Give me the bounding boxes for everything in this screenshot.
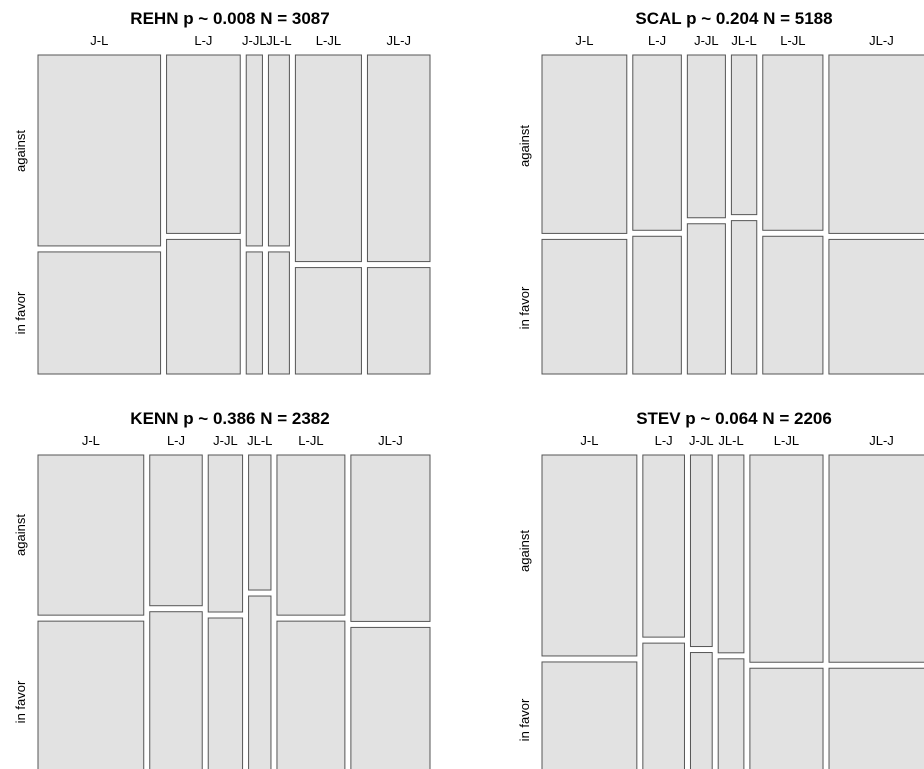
tile-l-j-in-favor <box>166 238 241 375</box>
tile-l-jl-against <box>762 54 824 231</box>
mosaic-panel-stev: STEV p ~ 0.064 N = 2206 against in favor… <box>517 409 924 769</box>
tile-l-jl-against <box>276 454 346 616</box>
column-label-jl-l: JL-L <box>247 433 272 448</box>
tile-l-j-against <box>166 54 241 234</box>
tile-j-jl-in-favor <box>689 652 713 769</box>
tile-jl-j-against <box>366 54 431 263</box>
tile-jl-l-in-favor <box>248 595 272 769</box>
column-label-jl-j: JL-J <box>386 33 411 48</box>
column-label-l-jl: L-JL <box>774 433 799 448</box>
tile-l-jl-in-favor <box>276 620 346 769</box>
tile-jl-j-in-favor <box>366 267 431 375</box>
column-label-jl-l: JL-L <box>266 33 291 48</box>
column-label-jl-l: JL-L <box>718 433 743 448</box>
tile-jl-l-against <box>717 454 745 654</box>
column-label-l-j: L-J <box>167 433 185 448</box>
column-label-j-jl: J-JL <box>689 433 714 448</box>
tile-l-j-in-favor <box>632 235 682 375</box>
row-label-in-favor: in favor <box>13 291 28 334</box>
mosaic-panel-rehn: REHN p ~ 0.008 N = 3087 against in favor… <box>13 9 431 375</box>
row-label-in-favor: in favor <box>517 698 532 741</box>
panel-title: REHN p ~ 0.008 N = 3087 <box>130 9 329 28</box>
mosaic-panel-kenn: KENN p ~ 0.386 N = 2382 against in favor… <box>13 409 431 769</box>
row-label-in-favor: in favor <box>13 680 28 723</box>
tile-jl-l-against <box>248 454 272 591</box>
tile-j-l-against <box>37 54 162 247</box>
tile-jl-j-against <box>828 54 924 234</box>
row-label-in-favor: in favor <box>517 286 532 329</box>
tile-j-l-against <box>541 454 638 657</box>
column-label-j-l: J-L <box>575 33 593 48</box>
tile-j-jl-against <box>245 54 263 247</box>
column-label-jl-j: JL-J <box>869 433 894 448</box>
row-label-against: against <box>13 514 28 556</box>
column-label-jl-j: JL-J <box>869 33 894 48</box>
tile-jl-j-in-favor <box>828 238 924 375</box>
tile-jl-l-in-favor <box>717 658 745 769</box>
tile-l-j-in-favor <box>642 642 685 769</box>
row-label-against: against <box>13 130 28 172</box>
tile-l-jl-against <box>749 454 824 663</box>
column-label-l-jl: L-JL <box>316 33 341 48</box>
column-label-jl-j: JL-J <box>378 433 403 448</box>
column-label-l-jl: L-JL <box>780 33 805 48</box>
row-label-against: against <box>517 125 532 167</box>
column-label-jl-l: JL-L <box>731 33 756 48</box>
tile-jl-l-against <box>730 54 758 216</box>
tile-jl-j-in-favor <box>828 667 924 769</box>
column-label-l-jl: L-JL <box>298 433 323 448</box>
tile-j-l-against <box>541 54 628 234</box>
tile-jl-l-in-favor <box>267 251 290 375</box>
column-label-l-j: L-J <box>648 33 666 48</box>
tile-jl-j-against <box>828 454 924 663</box>
tile-j-jl-against <box>207 454 244 613</box>
tile-j-l-in-favor <box>37 251 162 375</box>
tile-jl-j-against <box>350 454 431 622</box>
panel-title: STEV p ~ 0.064 N = 2206 <box>636 409 832 428</box>
tile-j-jl-in-favor <box>245 251 263 375</box>
column-label-l-j: L-J <box>655 433 673 448</box>
column-label-j-l: J-L <box>580 433 598 448</box>
tile-j-l-in-favor <box>37 620 145 769</box>
column-label-j-jl: J-JL <box>213 433 238 448</box>
tile-l-jl-in-favor <box>749 667 824 769</box>
tile-jl-l-against <box>267 54 290 247</box>
tile-jl-l-in-favor <box>730 220 758 375</box>
tile-j-jl-in-favor <box>686 223 726 375</box>
panel-title: KENN p ~ 0.386 N = 2382 <box>130 409 329 428</box>
tile-jl-j-in-favor <box>350 626 431 769</box>
column-label-l-j: L-J <box>194 33 212 48</box>
tile-j-l-against <box>37 454 145 616</box>
tile-j-l-in-favor <box>541 238 628 375</box>
tile-l-jl-in-favor <box>762 235 824 375</box>
column-label-j-jl: J-JL <box>242 33 267 48</box>
column-label-j-jl: J-JL <box>694 33 719 48</box>
tile-l-jl-in-favor <box>294 267 362 375</box>
tile-j-jl-against <box>686 54 726 219</box>
tile-l-j-against <box>642 454 685 638</box>
mosaic-panel-scal: SCAL p ~ 0.204 N = 5188 against in favor… <box>517 9 924 375</box>
column-label-j-l: J-L <box>90 33 108 48</box>
tile-l-j-in-favor <box>149 611 203 769</box>
panel-title: SCAL p ~ 0.204 N = 5188 <box>635 9 832 28</box>
row-label-against: against <box>517 530 532 572</box>
tile-j-l-in-favor <box>541 661 638 769</box>
tile-j-jl-against <box>689 454 713 648</box>
tile-l-j-against <box>149 454 203 607</box>
tile-j-jl-in-favor <box>207 617 244 769</box>
tile-l-j-against <box>632 54 682 231</box>
column-label-j-l: J-L <box>82 433 100 448</box>
tile-l-jl-against <box>294 54 362 263</box>
